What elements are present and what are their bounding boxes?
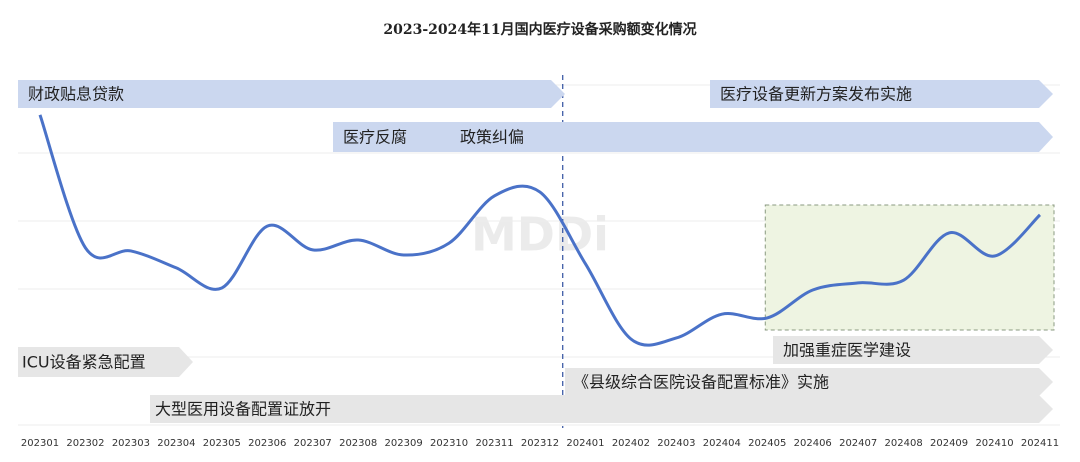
annotation: 加强重症医学建设	[783, 341, 911, 360]
x-tick-label: 202312	[521, 438, 559, 449]
x-tick-label: 202311	[475, 438, 513, 449]
x-tick-label: 202306	[248, 438, 286, 449]
x-tick-label: 202402	[612, 438, 650, 449]
x-tick-label: 202302	[66, 438, 104, 449]
x-tick-label: 202304	[157, 438, 195, 449]
arrow-band	[18, 80, 565, 108]
x-tick-label: 202411	[1021, 438, 1059, 449]
x-tick-label: 202309	[385, 438, 423, 449]
x-tick-label: 202406	[794, 438, 832, 449]
x-tick-label: 202307	[294, 438, 332, 449]
annotation: 医疗设备更新方案发布实施	[720, 85, 912, 104]
arrow-band	[18, 347, 193, 377]
x-tick-label: 202310	[430, 438, 468, 449]
arrow-band	[773, 336, 1053, 364]
x-tick-label: 202301	[21, 438, 59, 449]
annotation: 政策纠偏	[460, 128, 524, 147]
watermark: MDDi	[471, 208, 609, 262]
x-tick-label: 202403	[657, 438, 695, 449]
x-tick-label: 202405	[748, 438, 786, 449]
arrow-band	[333, 122, 1053, 152]
x-tick-label: 202305	[203, 438, 241, 449]
arrow-band	[565, 368, 1053, 396]
x-tick-label: 202410	[975, 438, 1013, 449]
highlight-box	[764, 204, 1055, 331]
annotation: ICU设备紧急配置	[22, 353, 146, 372]
x-tick-label: 202408	[885, 438, 923, 449]
x-tick-label: 202401	[566, 438, 604, 449]
annotation: 大型医用设备配置证放开	[155, 400, 331, 419]
chart-title: 2023-2024年11月国内医疗设备采购额变化情况	[383, 21, 696, 38]
x-tick-label: 202409	[930, 438, 968, 449]
arrow-band	[150, 395, 1053, 423]
x-tick-label: 202303	[112, 438, 150, 449]
annotation: 医疗反腐	[343, 128, 407, 147]
annotation: 《县级综合医院设备配置标准》实施	[573, 373, 829, 392]
x-tick-label: 202407	[839, 438, 877, 449]
line	[38, 114, 1042, 347]
x-tick-label: 202404	[703, 438, 741, 449]
annotation: 财政贴息贷款	[28, 85, 124, 104]
arrow-band	[710, 80, 1053, 108]
x-tick-label: 202308	[339, 438, 377, 449]
